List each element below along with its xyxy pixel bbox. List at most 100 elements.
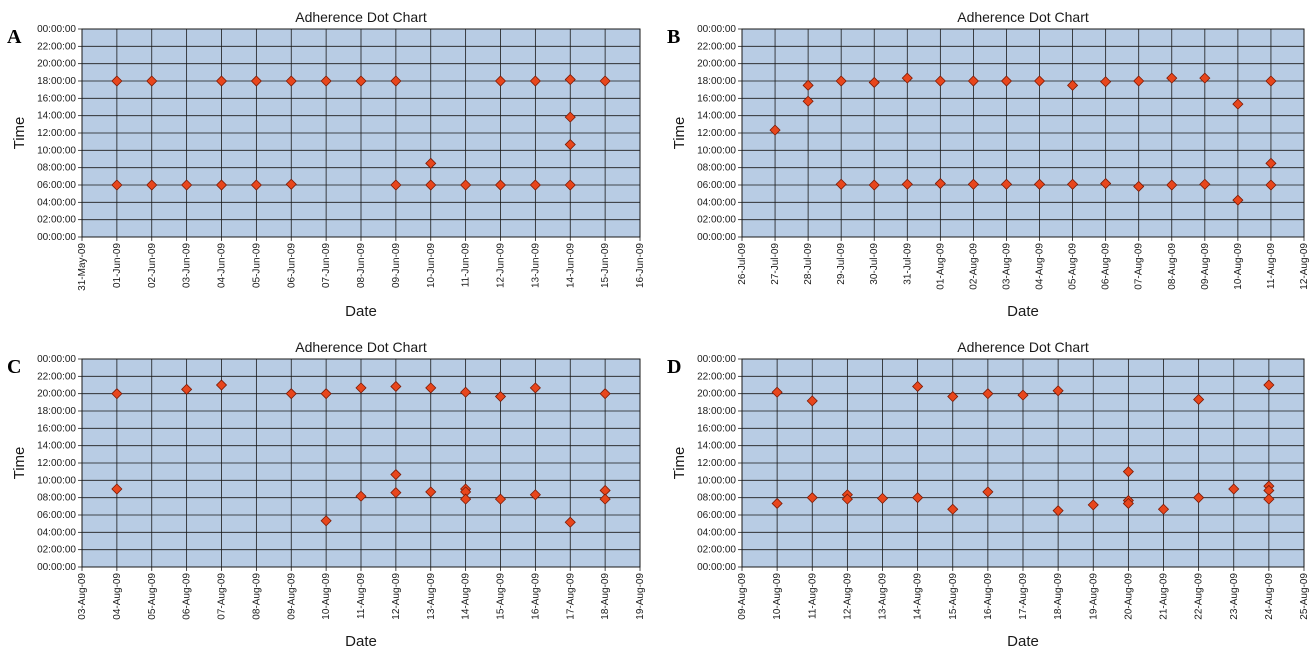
data-point [1166,72,1178,84]
data-point [1265,179,1277,191]
x-tick-label: 07-Aug-09 [217,573,228,620]
x-tick-label: 03-Aug-09 [77,573,88,620]
data-point [425,179,437,191]
x-tick-label: 10-Jun-09 [426,243,437,288]
y-tick-label: 08:00:00 [697,493,736,504]
x-tick-label: 04-Jun-09 [217,243,228,288]
y-tick-label: 02:00:00 [37,545,76,556]
x-tick-label: 27-Jul-09 [770,243,781,285]
y-tick-label: 20:00:00 [697,59,736,70]
x-tick-label: 15-Aug-09 [496,573,507,620]
panel-label: D [667,356,681,378]
x-tick-label: 24-Aug-09 [1264,573,1275,620]
y-tick-label: 02:00:00 [697,545,736,556]
x-tick-label: 14-Jun-09 [565,243,576,288]
y-tick-label: 10:00:00 [37,145,76,156]
data-point [390,75,402,87]
y-tick-label: 12:00:00 [697,458,736,469]
data-point [1193,393,1205,406]
x-tick-label: 16-Jun-09 [635,243,646,288]
chart-panel-d: 00:00:00 02:00:00 04:00:00 06:00:00 08:00:00… [667,339,1310,650]
data-point [1052,505,1064,517]
data-point [599,388,611,400]
data-point [912,380,924,393]
data-point [390,487,402,499]
x-tick-label: 11-Jun-09 [461,243,472,288]
data-point [460,493,472,505]
x-tick-label: 10-Aug-09 [772,573,783,620]
y-tick-label: 22:00:00 [697,41,736,52]
x-tick-label: 09-Aug-09 [737,573,748,620]
data-point [215,75,228,87]
data-point [529,489,541,501]
data-point [1133,75,1145,87]
data-point [876,492,889,504]
chart-panel-c: 00:00:00 02:00:00 04:00:00 06:00:00 08:00:00… [7,339,646,650]
y-tick-label: 00:00:00 [697,562,736,573]
x-tick-label: 30-Jul-09 [869,243,880,285]
x-tick-label: 03-Aug-09 [1001,243,1012,290]
data-point [425,486,437,498]
x-tick-label: 19-Aug-09 [635,573,646,620]
y-tick-label: 02:00:00 [697,215,736,226]
x-tick-label: 02-Jun-09 [147,243,158,288]
data-point [901,178,913,190]
x-tick-label: 23-Aug-09 [1229,573,1240,620]
x-tick-label: 17-Aug-09 [1018,573,1029,620]
panel-label: C [7,356,21,378]
y-tick-label: 00:00:00 [697,232,736,243]
panel-label: B [667,26,680,48]
chart-panel-b: 00:00:00 02:00:00 04:00:00 06:00:00 08:00:00… [667,9,1310,320]
data-point [1166,179,1178,191]
data-point [835,75,847,87]
data-point [934,75,946,87]
data-point [967,178,979,190]
x-tick-label: 03-Jun-09 [182,243,193,288]
x-tick-label: 08-Aug-09 [1167,243,1178,290]
data-point [460,179,472,191]
data-point [181,383,193,395]
x-tick-label: 01-Jun-09 [112,243,123,288]
data-point [494,390,507,403]
y-tick-label: 00:00:00 [697,24,736,35]
x-tick-label: 31-Jul-09 [902,243,913,285]
data-point [1100,177,1112,190]
y-tick-label: 02:00:00 [37,215,76,226]
y-axis-label: Time [11,447,28,480]
data-point [1000,75,1013,87]
y-tick-label: 20:00:00 [37,59,76,70]
x-tick-label: 12-Aug-09 [391,573,402,620]
y-tick-label: 08:00:00 [37,493,76,504]
data-point [901,72,913,84]
data-point [912,492,924,504]
y-tick-label: 10:00:00 [697,145,736,156]
data-point [425,157,437,169]
data-point [564,73,576,86]
y-tick-label: 04:00:00 [37,197,76,208]
data-point [1263,379,1275,391]
y-tick-label: 18:00:00 [697,406,736,417]
y-tick-label: 14:00:00 [37,441,76,452]
x-tick-label: 05-Aug-09 [147,573,158,620]
data-point [494,75,507,87]
data-point [802,79,814,91]
panel-label: A [7,26,22,48]
x-axis-label: Date [345,303,377,320]
data-point [1122,497,1134,510]
data-point [1033,75,1046,87]
y-tick-label: 06:00:00 [37,510,76,521]
x-tick-label: 21-Aug-09 [1159,573,1170,620]
data-point [1199,72,1211,84]
y-tick-label: 04:00:00 [697,197,736,208]
y-tick-label: 16:00:00 [37,93,76,104]
chart-panel-a: 00:00:00 02:00:00 04:00:00 06:00:00 08:00:00… [7,9,646,320]
data-point [320,515,332,527]
data-point [111,388,123,400]
x-tick-label: 12-Jun-09 [496,243,507,288]
y-tick-label: 04:00:00 [697,527,736,538]
y-tick-label: 14:00:00 [697,441,736,452]
data-point [1232,194,1244,206]
data-point [1100,76,1112,88]
x-tick-label: 02-Aug-09 [968,243,979,290]
data-point [802,95,814,107]
